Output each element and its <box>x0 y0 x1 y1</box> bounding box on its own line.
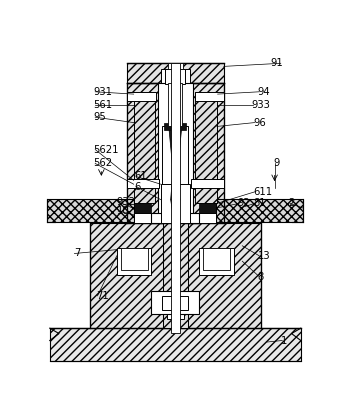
Text: 611: 611 <box>253 187 272 197</box>
Bar <box>50 328 301 360</box>
Text: 561: 561 <box>94 100 113 110</box>
Bar <box>134 213 158 223</box>
Bar <box>127 63 224 82</box>
Bar <box>193 213 216 223</box>
Bar <box>165 69 185 84</box>
Text: 932: 932 <box>117 197 136 207</box>
Bar <box>127 92 156 101</box>
Text: 13: 13 <box>258 251 270 261</box>
Polygon shape <box>169 130 182 199</box>
Text: 6: 6 <box>134 182 141 192</box>
Bar <box>161 304 190 310</box>
Text: 7: 7 <box>75 248 81 258</box>
Text: 931: 931 <box>94 87 113 97</box>
Bar <box>121 248 147 270</box>
Bar <box>162 126 188 223</box>
Text: 71: 71 <box>96 291 109 301</box>
Text: 92: 92 <box>238 199 250 208</box>
Bar <box>117 248 152 275</box>
Text: 96: 96 <box>253 117 266 128</box>
Bar <box>216 199 303 222</box>
Text: 10: 10 <box>117 206 129 216</box>
Bar <box>161 69 190 82</box>
Bar <box>127 82 224 223</box>
Bar <box>203 248 230 270</box>
Bar <box>168 63 183 70</box>
Text: 9: 9 <box>273 158 279 169</box>
Bar <box>134 204 152 213</box>
Text: 81: 81 <box>253 199 266 208</box>
Bar <box>167 310 184 319</box>
Text: 91: 91 <box>271 59 284 68</box>
Bar <box>163 223 188 328</box>
Text: 94: 94 <box>258 87 270 97</box>
Bar <box>48 199 134 222</box>
Bar <box>168 82 182 126</box>
Text: 8: 8 <box>258 272 264 281</box>
Bar <box>152 213 199 223</box>
Text: 95: 95 <box>94 112 106 122</box>
Text: 1: 1 <box>281 335 287 346</box>
Bar <box>199 248 234 275</box>
Text: 562: 562 <box>94 158 113 169</box>
Polygon shape <box>171 199 180 215</box>
Text: 61: 61 <box>134 171 147 182</box>
Bar <box>165 123 186 130</box>
Bar <box>152 291 199 314</box>
Text: 933: 933 <box>251 100 271 110</box>
Bar <box>90 223 261 328</box>
Bar <box>171 63 180 333</box>
Bar <box>195 92 224 101</box>
Text: 2: 2 <box>288 199 295 208</box>
Bar <box>199 204 216 213</box>
Text: 5621: 5621 <box>94 145 119 154</box>
Bar <box>134 92 155 204</box>
Bar <box>158 82 193 223</box>
Bar <box>192 179 224 188</box>
Bar <box>161 184 190 223</box>
Bar <box>162 296 188 310</box>
Bar <box>127 179 159 188</box>
Bar <box>195 92 217 204</box>
